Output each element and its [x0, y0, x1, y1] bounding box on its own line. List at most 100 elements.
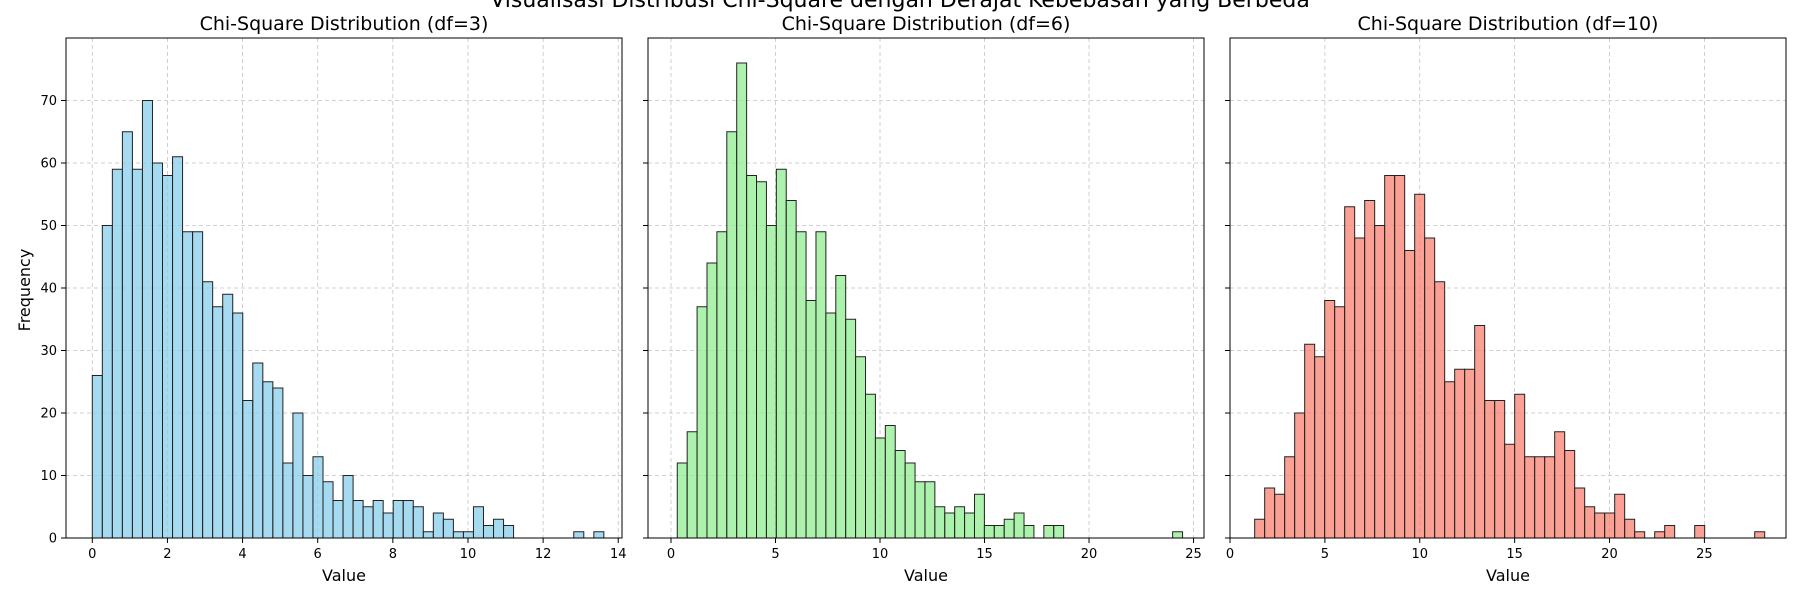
panel-df3: 0 2 4 6 8 10 12 14 0 10 20 30 40 50 60 70 Chi-Square Dis…	[40, 13, 626, 585]
histogram-bar	[1013, 512, 1025, 539]
x-tick-label: 10	[460, 547, 477, 562]
histogram-bar	[172, 156, 184, 539]
histogram-bar	[372, 500, 384, 539]
histogram-bar	[736, 62, 748, 539]
histogram-bar	[1314, 356, 1326, 539]
x-tick-label: 25	[1696, 547, 1713, 562]
x-tick-label: 15	[1506, 547, 1523, 562]
x-tick-label: 25	[1185, 547, 1202, 562]
histogram-bar	[1584, 506, 1596, 539]
histogram-bar	[1614, 493, 1626, 539]
histogram-bar	[222, 293, 234, 539]
histogram-bar	[795, 231, 807, 539]
histogram-bar	[452, 531, 464, 539]
histogram-bar	[422, 531, 434, 539]
x-tick-label: 15	[976, 547, 993, 562]
histogram-bar	[1384, 175, 1396, 539]
histogram-bar	[1324, 300, 1336, 539]
histogram-bar	[593, 531, 605, 539]
histogram-bar	[1394, 175, 1406, 539]
histogram-bar	[1754, 531, 1766, 539]
histogram-bar	[993, 525, 1005, 539]
x-tick-label: 8	[389, 547, 397, 562]
histogram-bar	[1604, 512, 1616, 539]
histogram-bar	[332, 500, 344, 539]
y-tick-label: 50	[40, 219, 57, 234]
histogram-bar	[162, 175, 174, 539]
histogram-bar	[964, 512, 975, 539]
histogram-bar	[726, 131, 738, 539]
histogram-bar	[121, 131, 133, 539]
histogram-bar	[1494, 400, 1506, 539]
x-tick-label: 5	[1321, 547, 1329, 562]
histogram-bar	[1023, 525, 1035, 539]
histogram-bar	[805, 300, 817, 539]
histogram-bar	[472, 506, 484, 539]
histogram-bar	[874, 437, 886, 539]
histogram-bar	[865, 393, 876, 539]
histogram-bar	[1354, 237, 1366, 539]
histogram-bar	[1624, 518, 1636, 539]
x-axis-label: Value	[1486, 566, 1530, 585]
histogram-bar	[775, 168, 787, 539]
histogram-bar	[362, 506, 374, 539]
y-tick-label: 70	[40, 94, 57, 109]
histogram-bar	[835, 275, 847, 539]
histogram-bar	[1444, 381, 1456, 539]
histogram-bar	[1172, 531, 1184, 539]
x-tick-label: 12	[535, 547, 552, 562]
histogram-bar	[1424, 237, 1436, 539]
histogram-bar	[696, 306, 708, 539]
histogram-bar	[482, 525, 495, 539]
histogram-bar	[302, 475, 314, 539]
histogram-bar	[141, 100, 153, 539]
figure-suptitle: Visualisasi Distribusi Chi-Square dengan…	[490, 0, 1310, 13]
histogram-bar	[983, 525, 995, 539]
histogram-bar	[1554, 431, 1566, 539]
histogram-bar	[1264, 487, 1276, 539]
histogram-bar	[1344, 206, 1356, 539]
panel-title: Chi-Square Distribution (df=3)	[200, 13, 489, 35]
x-tick-label: 0	[667, 547, 675, 562]
histogram-bar	[676, 462, 688, 539]
x-axis-label: Value	[904, 566, 948, 585]
histogram-bar	[1053, 525, 1065, 539]
panel-df10: 0 5 10 15 20 25 Chi-Square Distribution (df=10…	[1225, 13, 1787, 585]
histogram-bar	[1504, 443, 1516, 539]
histogram-bar	[1414, 193, 1426, 539]
histogram-bar	[1043, 525, 1055, 539]
histogram-bar	[845, 318, 857, 539]
histogram-bar	[352, 500, 364, 539]
histogram-bar	[1694, 525, 1706, 539]
histogram-bar	[503, 525, 515, 539]
histogram-bar	[1544, 456, 1556, 539]
histogram-bar	[973, 493, 985, 539]
histogram-bar	[765, 225, 777, 539]
y-tick-label: 40	[40, 282, 57, 297]
histogram-bar	[924, 481, 936, 539]
histogram-bar	[493, 518, 505, 539]
histogram-bar	[91, 375, 103, 539]
histogram-bar	[894, 450, 906, 539]
histogram-bar	[111, 168, 123, 539]
y-tick-label: 60	[40, 157, 57, 172]
histogram-bar	[1634, 531, 1646, 539]
x-tick-label: 4	[238, 547, 246, 562]
histogram-bar	[262, 381, 274, 539]
histogram-bar	[1594, 512, 1606, 539]
x-tick-label: 10	[872, 547, 889, 562]
panel-df6: 0 5 10 15 20 25 Chi-Square Distribution (df=6)…	[643, 13, 1205, 585]
histogram-bar	[1484, 400, 1496, 539]
histogram-bar	[1574, 487, 1586, 539]
x-tick-label: 0	[88, 547, 96, 562]
y-tick-label: 0	[49, 532, 57, 547]
histogram-bar	[1284, 456, 1296, 539]
histogram-bar	[1464, 368, 1476, 539]
histogram-bar	[462, 531, 474, 539]
histogram-bar	[1514, 393, 1526, 539]
y-axis-label: Frequency	[15, 249, 34, 332]
histogram-bar	[716, 231, 728, 539]
histogram-bar	[192, 231, 204, 539]
y-tick-label: 30	[40, 344, 57, 359]
